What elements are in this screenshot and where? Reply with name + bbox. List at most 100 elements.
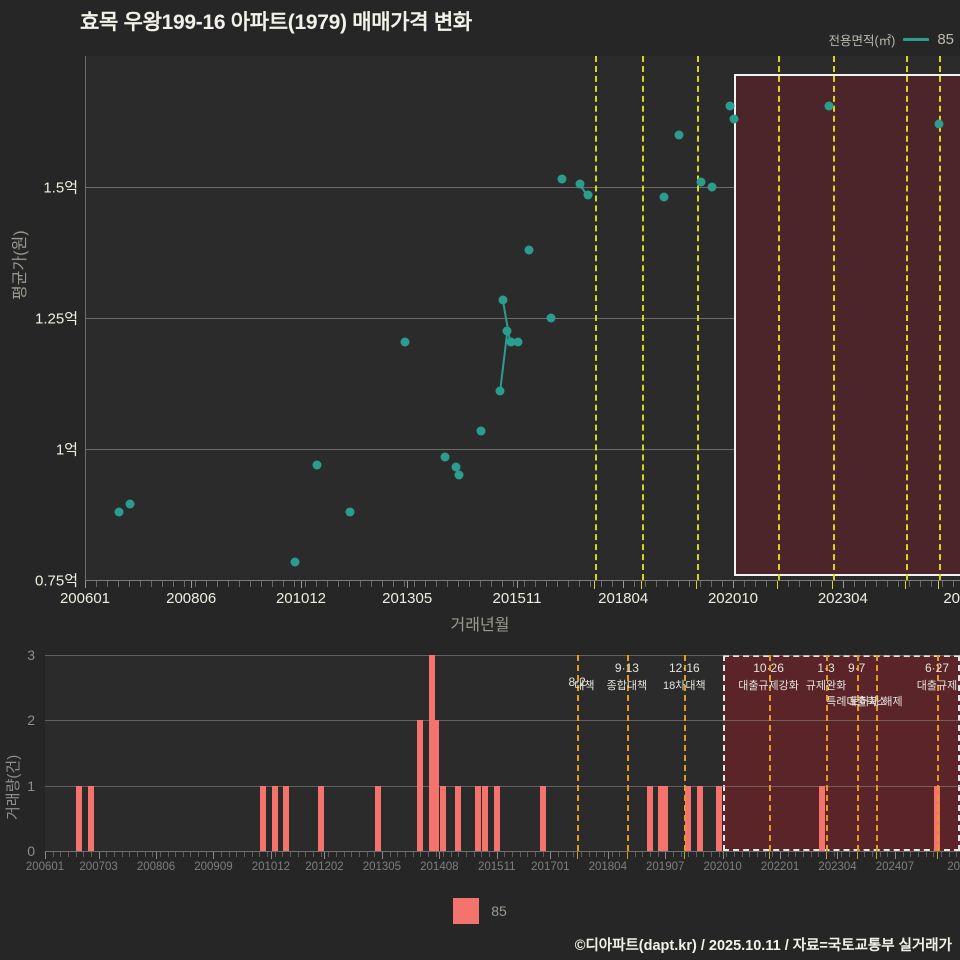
volume-annotation-label: 대출규제강화 <box>738 680 799 692</box>
price-event-line <box>832 56 835 580</box>
volume-event-line <box>826 655 828 851</box>
price-x-tick-label: 202304 <box>817 590 868 607</box>
volume-bar[interactable] <box>432 720 439 851</box>
price-gridline <box>86 187 960 188</box>
volume-x-tick-label: 201511 <box>477 861 516 873</box>
volume-y-axis-title: 거래량(건) <box>5 754 22 820</box>
price-x-tick-label: 200806 <box>166 590 217 607</box>
volume-x-tick-label: 201012 <box>251 861 291 873</box>
price-data-point[interactable] <box>114 507 124 517</box>
volume-x-axis-ticks <box>45 852 960 859</box>
volume-bar[interactable] <box>685 785 692 851</box>
price-data-point[interactable] <box>546 313 556 323</box>
price-data-point[interactable] <box>575 179 585 189</box>
legend-top[interactable]: 전용면적(㎡) 85 <box>828 30 954 49</box>
price-data-point[interactable] <box>725 101 735 111</box>
legend-top-line-swatch <box>903 38 930 41</box>
volume-bar[interactable] <box>539 785 546 851</box>
price-data-point[interactable] <box>524 245 534 255</box>
price-scatter-plot[interactable]: 0.75억 1억 1.25억 1.5억 <box>35 56 960 590</box>
price-data-point[interactable] <box>345 507 355 517</box>
price-y-tick-label: 1.5억 <box>43 179 78 197</box>
volume-event-line <box>856 655 859 851</box>
volume-x-tick-label: 200703 <box>79 861 118 873</box>
price-data-point[interactable] <box>934 119 944 129</box>
volume-bar[interactable] <box>87 785 94 851</box>
legend-top-value: 85 <box>937 31 954 48</box>
price-y-tick-label: 0.75억 <box>35 572 78 590</box>
price-data-point[interactable] <box>312 460 322 470</box>
volume-annotation-label: 종합대책 <box>606 680 648 692</box>
price-gridline <box>86 318 960 319</box>
price-x-axis-line <box>85 580 960 581</box>
price-data-point[interactable] <box>707 182 717 192</box>
volume-bar[interactable] <box>658 785 665 851</box>
price-data-point[interactable] <box>696 177 706 187</box>
price-data-point[interactable] <box>400 337 409 347</box>
volume-bar[interactable] <box>474 785 481 851</box>
volume-bar[interactable] <box>819 785 826 851</box>
volume-highlight-region <box>722 655 960 851</box>
price-data-point[interactable] <box>476 426 486 436</box>
price-data-point[interactable] <box>659 192 669 202</box>
price-data-point[interactable] <box>125 499 135 509</box>
volume-x-tick-label: 200601 <box>25 861 65 873</box>
legend-bottom[interactable]: 85 <box>0 898 960 924</box>
volume-bar[interactable] <box>428 655 435 851</box>
volume-x-tick-label: 201804 <box>588 861 627 873</box>
price-data-point[interactable] <box>674 130 684 140</box>
volume-gridline <box>45 785 960 787</box>
price-data-point[interactable] <box>824 101 834 111</box>
volume-bar[interactable] <box>715 785 722 851</box>
volume-annotation-label: 토허제 해제 <box>848 696 903 708</box>
price-data-point[interactable] <box>506 337 516 347</box>
price-event-line <box>939 56 942 580</box>
price-x-axis-ticks <box>85 581 960 589</box>
price-x-tick-label: 200601 <box>59 590 111 607</box>
legend-bottom-swatch <box>453 898 480 924</box>
volume-bar[interactable] <box>76 785 83 851</box>
volume-annotation-label: 대책 <box>574 680 595 692</box>
price-data-point[interactable] <box>440 452 450 462</box>
price-data-point[interactable] <box>502 326 512 336</box>
price-x-tick-label: 201804 <box>598 590 649 607</box>
volume-event-line <box>875 655 878 851</box>
volume-bar[interactable] <box>455 785 462 851</box>
volume-bar[interactable] <box>283 785 290 851</box>
volume-bar[interactable] <box>482 785 489 851</box>
price-data-point[interactable] <box>513 337 523 347</box>
volume-bar[interactable] <box>317 785 324 851</box>
price-data-point[interactable] <box>729 114 739 124</box>
volume-annotation-date: 6·27 <box>925 661 950 675</box>
volume-bar[interactable] <box>260 785 267 851</box>
volume-bar[interactable] <box>440 785 447 851</box>
volume-bar[interactable] <box>493 785 500 851</box>
volume-bar[interactable] <box>417 720 424 851</box>
volume-y-tick-label: 3 <box>27 647 35 663</box>
price-data-point[interactable] <box>495 386 505 396</box>
volume-x-tick-label: 200806 <box>136 861 176 873</box>
volume-x-tick-label: 202010 <box>703 861 742 873</box>
price-data-point[interactable] <box>290 557 300 567</box>
volume-gridline <box>45 655 960 656</box>
price-data-point[interactable] <box>451 462 461 472</box>
price-x-tick-label: 201511 <box>492 590 542 607</box>
price-data-point[interactable] <box>454 470 464 480</box>
volume-annotation-date: 9·7 <box>847 661 866 675</box>
price-highlight-region <box>734 74 960 576</box>
price-data-point[interactable] <box>498 295 508 305</box>
volume-event-line <box>684 655 687 851</box>
legend-bottom-label: 85 <box>491 903 507 919</box>
volume-bar[interactable] <box>696 785 703 851</box>
volume-bar[interactable] <box>375 785 382 851</box>
volume-bar[interactable] <box>646 785 653 851</box>
volume-annotation-date: 1·3 <box>817 661 835 675</box>
volume-x-tick-label: 202407 <box>875 861 915 873</box>
price-data-point[interactable] <box>557 174 567 184</box>
volume-bar[interactable] <box>271 785 278 851</box>
volume-bar-chart[interactable]: 0 1 2 3 8·2 대책 9·13 종합대책 12·16 18차대책 10·26 대출규제강화 1·… <box>27 647 960 859</box>
volume-bar[interactable] <box>662 785 669 851</box>
volume-annotation-label: 특례대출축소 <box>826 696 887 708</box>
price-data-point[interactable] <box>583 190 593 200</box>
volume-y-tick-label: 1 <box>27 777 35 794</box>
